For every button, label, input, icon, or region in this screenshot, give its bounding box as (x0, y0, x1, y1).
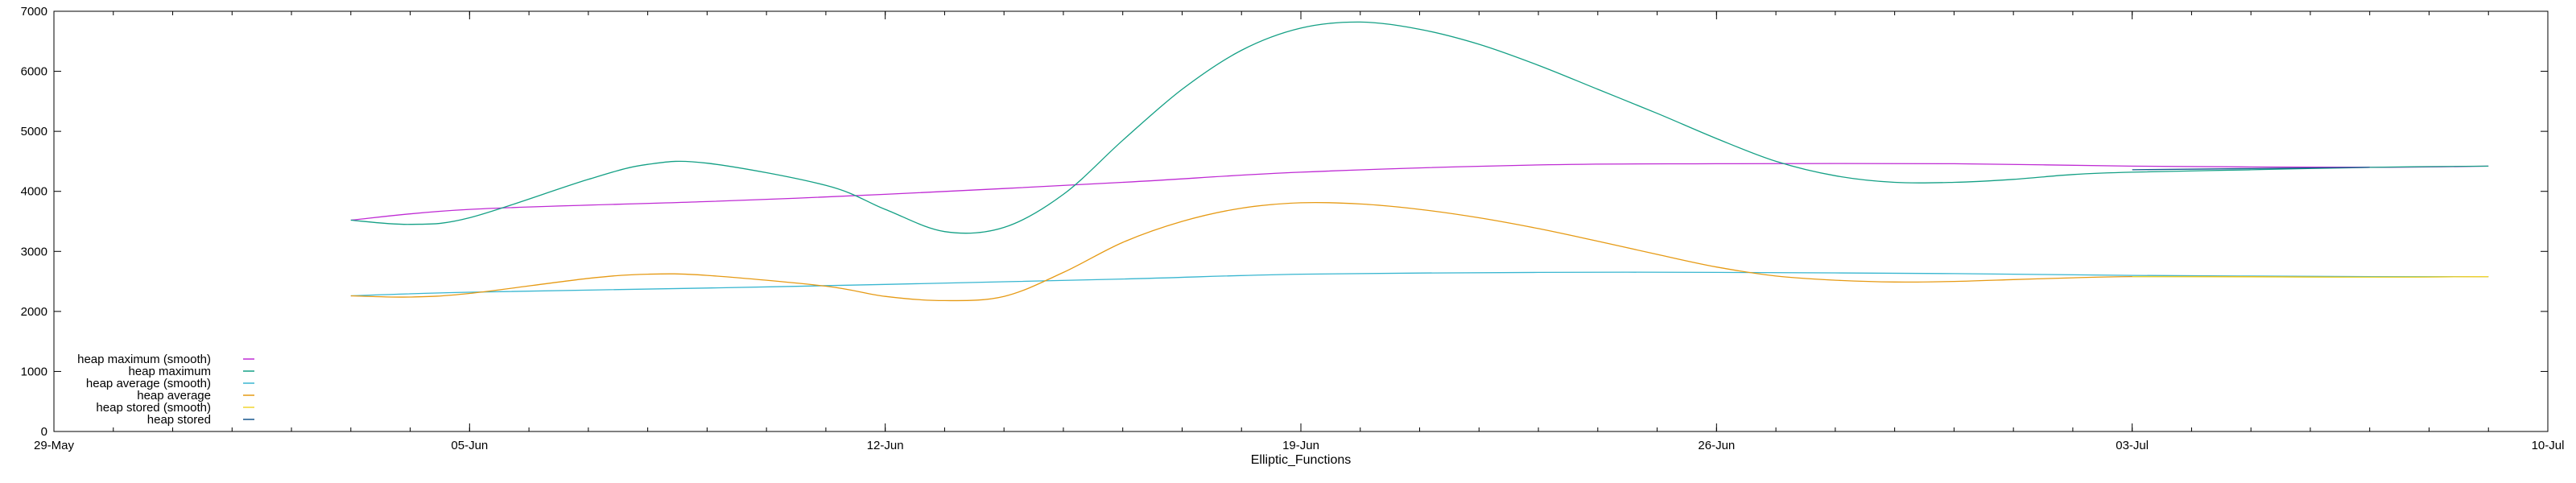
series-lines (350, 21, 2489, 302)
series-line-heap-stored (2132, 167, 2370, 171)
legend-label-heap-stored-smooth: heap stored (smooth) (96, 401, 211, 415)
x-tick-label: 12-Jun (867, 439, 904, 452)
x-tick-label: 10-Jul (2532, 439, 2565, 452)
y-tick-labels: 0 1000 2000 3000 4000 5000 6000 7000 (21, 5, 47, 439)
plot-frame (53, 10, 2549, 432)
y-tick-label: 3000 (21, 245, 47, 258)
x-tick-label: 19-Jun (1282, 439, 1319, 452)
series-line-heap-average (350, 201, 2489, 302)
series-line-heap-average-smooth (350, 271, 2489, 297)
y-tick-label: 0 (41, 425, 47, 439)
y-tick-label: 2000 (21, 305, 47, 319)
legend-label-heap-average-smooth: heap average (smooth) (86, 377, 211, 390)
tick-marks (53, 10, 2549, 432)
series-line-heap-stored-smooth (2132, 275, 2489, 279)
x-tick-label: 03-Jul (2116, 439, 2149, 452)
legend-label-heap-maximum-smooth: heap maximum (smooth) (77, 353, 211, 366)
x-tick-label: 26-Jun (1698, 439, 1735, 452)
y-tick-label: 1000 (21, 365, 47, 378)
legend-label-heap-average: heap average (137, 389, 211, 402)
x-tick-label: 29-May (34, 439, 75, 452)
y-tick-label: 5000 (21, 125, 47, 138)
y-tick-label: 6000 (21, 65, 47, 79)
series-line-heap-maximum-smooth (350, 163, 2489, 221)
series-line-heap-maximum (350, 21, 2489, 234)
legend-label-heap-stored: heap stored (147, 413, 211, 427)
x-tick-labels: 29-May 05-Jun 12-Jun 19-Jun 26-Jun 03-Jul 10-J… (34, 439, 2564, 452)
x-axis-label: Elliptic_Functions (1251, 453, 1352, 467)
x-tick-label: 05-Jun (451, 439, 488, 452)
y-tick-label: 4000 (21, 185, 47, 199)
y-tick-label: 7000 (21, 5, 47, 19)
legend-label-heap-maximum: heap maximum (128, 365, 211, 378)
